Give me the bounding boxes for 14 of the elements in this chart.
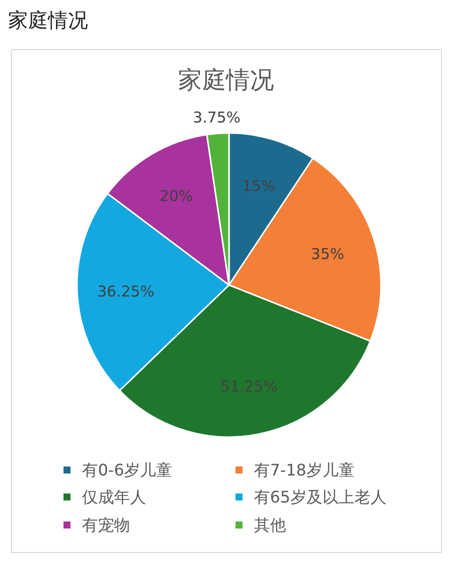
legend-label: 其他 [254,516,286,534]
text: 家庭情况 [8,8,88,32]
data-label: 36.25% [97,282,154,300]
data-label: 20% [160,187,193,206]
legend-label: 有0-6岁儿童 [82,460,172,480]
data-label: 51.25% [220,377,278,396]
legend-label: 仅成年人 [82,488,146,506]
legend-label: 有宠物 [82,516,130,534]
data-label: 35% [310,245,344,264]
data-label: 3.75% [192,108,241,126]
legend-label: 有7-18岁儿童 [254,460,354,480]
chart-title: 家庭情况 [178,66,274,94]
data-label: 15% [242,177,276,196]
legend-label: 有65岁及以上老人 [254,488,386,506]
